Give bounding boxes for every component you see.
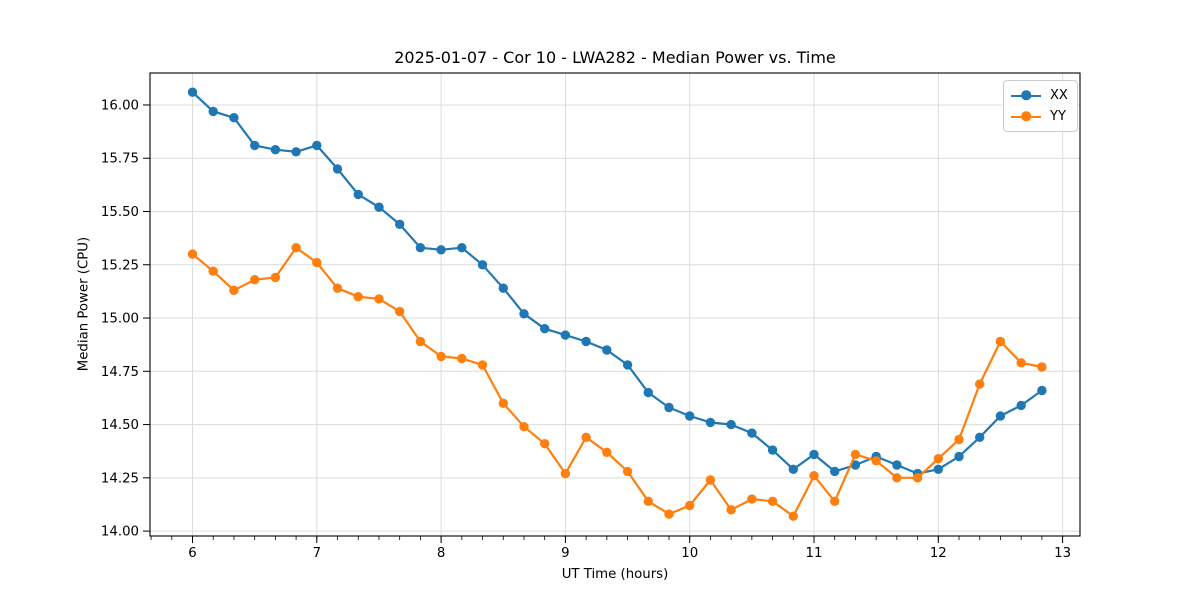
plot-border xyxy=(149,72,1081,537)
y-tick-label: 16.00 xyxy=(101,98,139,113)
series-xx-line xyxy=(191,91,1044,475)
legend-marker-icon xyxy=(1021,90,1031,101)
y-tick-label: 15.00 xyxy=(101,312,139,327)
x-tick-label: 8 xyxy=(437,546,445,561)
y-tick-label: 15.50 xyxy=(101,205,139,220)
y-tick-label: 15.75 xyxy=(101,152,139,167)
y-tick-label: 14.50 xyxy=(101,418,139,433)
x-minor-ticks xyxy=(150,536,1064,540)
grid-lines xyxy=(150,73,1080,536)
legend-line-sample-xx xyxy=(1011,90,1041,101)
legend-label-xx: XX xyxy=(1050,88,1068,103)
y-tick-label: 14.75 xyxy=(101,365,139,380)
y-axis-ticks: 14.00 14.25 14.50 14.75 15.00 15.25 15.50 15.75… xyxy=(101,98,150,540)
series-xx-markers xyxy=(187,87,1047,479)
legend-item-xx: XX xyxy=(1011,85,1068,106)
legend-line-sample-yy xyxy=(1011,111,1041,122)
x-tick-label: 10 xyxy=(681,546,698,561)
y-tick-label: 15.25 xyxy=(101,258,139,273)
series-yy xyxy=(187,243,1047,521)
x-tick-label: 7 xyxy=(313,546,321,561)
legend-item-yy: YY xyxy=(1011,106,1068,127)
series-yy-markers xyxy=(187,243,1047,521)
chart-title: 2025-01-07 - Cor 10 - LWA282 - Median Po… xyxy=(394,48,836,67)
legend-label-yy: YY xyxy=(1050,109,1066,124)
x-tick-label: 12 xyxy=(930,546,947,561)
x-tick-label: 13 xyxy=(1054,546,1071,561)
x-tick-label: 6 xyxy=(188,546,196,561)
x-axis-label: UT Time (hours) xyxy=(561,567,669,582)
legend: XX YY xyxy=(1003,80,1078,132)
y-tick-label: 14.25 xyxy=(101,471,139,486)
x-axis-ticks: 6 7 8 9 10 11 12 13 xyxy=(188,536,1071,561)
series-xx xyxy=(187,87,1047,479)
x-tick-label: 11 xyxy=(806,546,823,561)
legend-marker-icon xyxy=(1021,111,1031,122)
y-tick-label: 14.00 xyxy=(101,525,139,540)
x-tick-label: 9 xyxy=(561,546,569,561)
